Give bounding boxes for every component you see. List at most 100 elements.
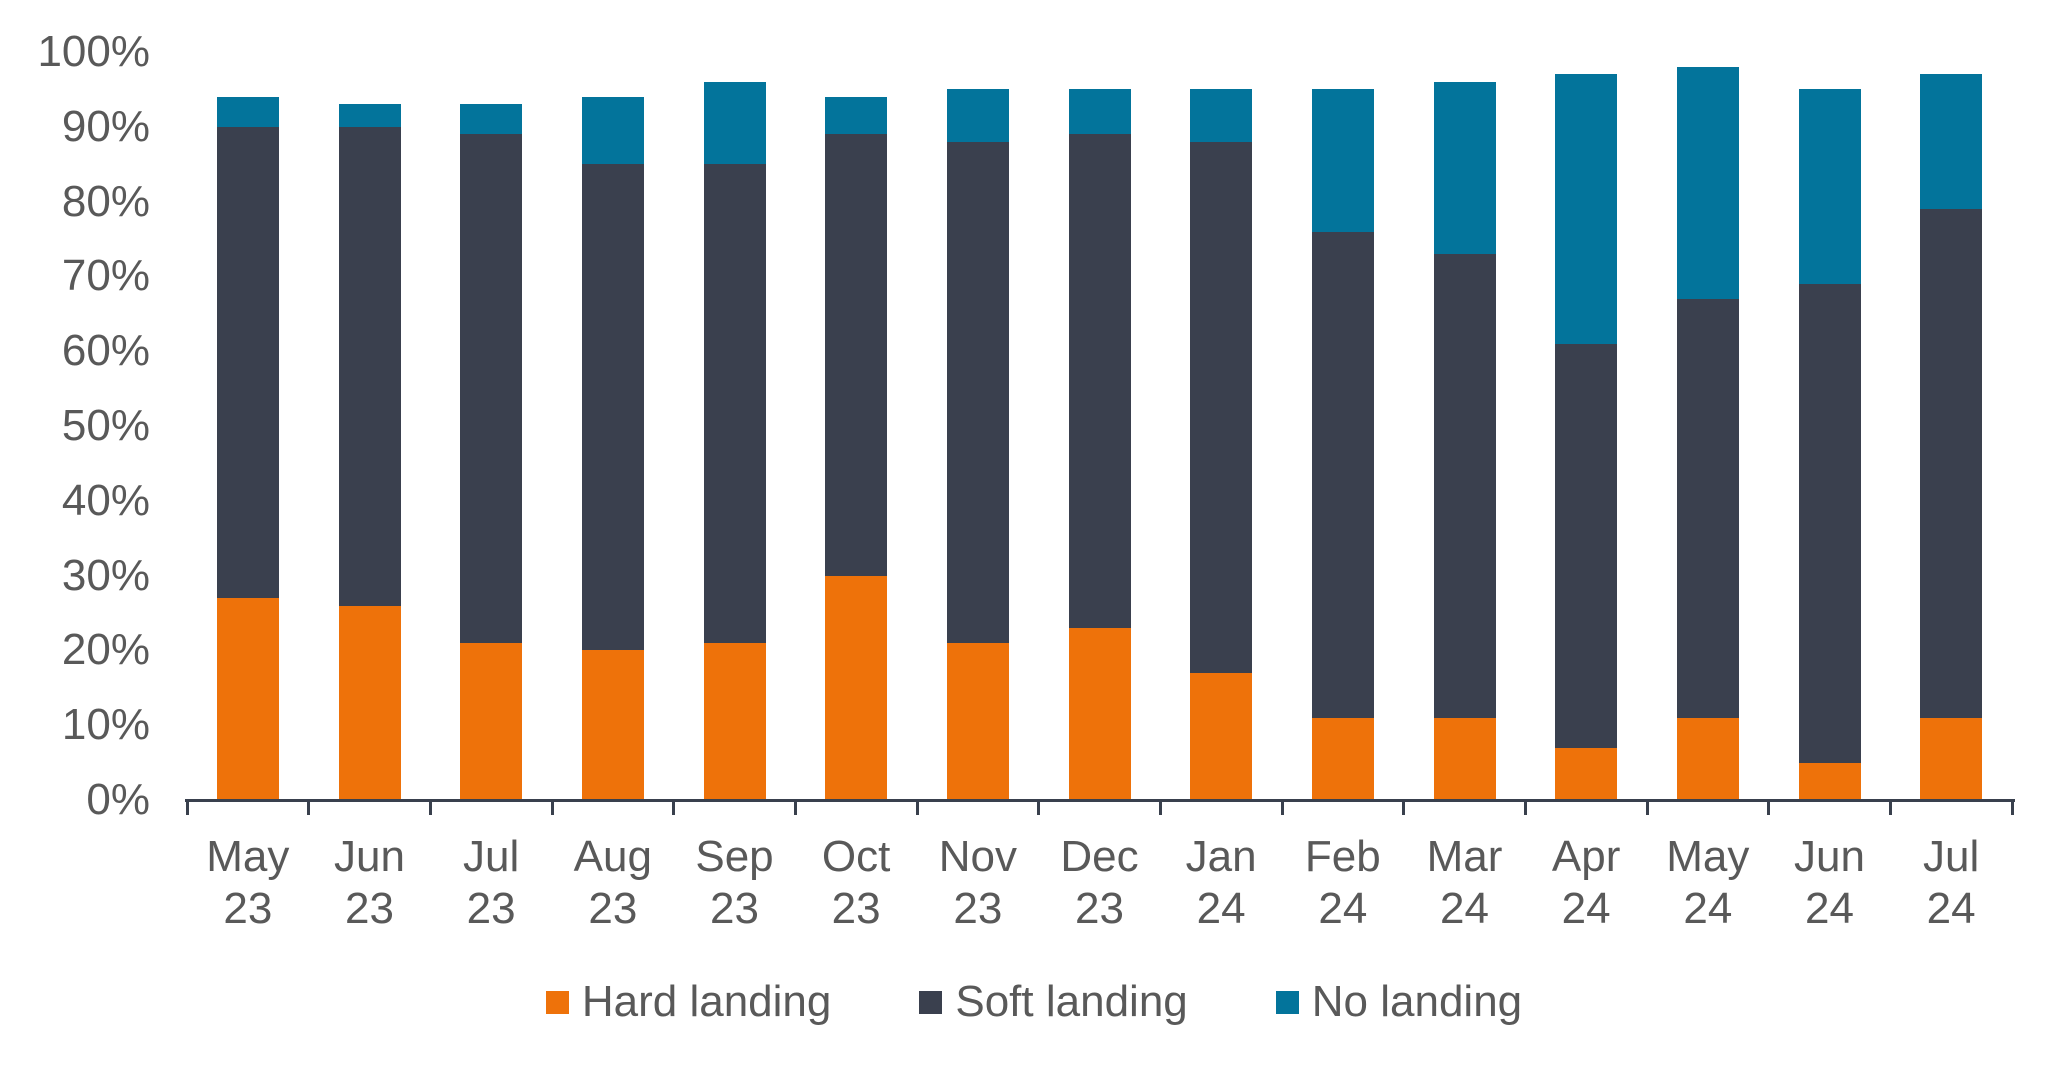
x-axis-label-line: Jul	[463, 832, 520, 881]
bar-nov-23	[946, 89, 1009, 800]
x-axis-label-jun-23: Jun 23	[290, 831, 450, 935]
bar-segment-soft-landing-may-24	[1676, 298, 1739, 718]
x-axis-tick	[550, 800, 554, 815]
x-axis-tick	[307, 800, 311, 815]
bar-segment-hard-landing-jul-24	[1920, 717, 1983, 800]
x-axis-label-mar-24: Mar 24	[1385, 831, 1545, 935]
bar-segment-no-landing-jul-24	[1920, 74, 1983, 210]
bar-jul-23	[460, 104, 523, 800]
bar-segment-soft-landing-dec-23	[1068, 134, 1131, 628]
bar-segment-soft-landing-apr-24	[1555, 343, 1618, 748]
bar-segment-soft-landing-jul-24	[1920, 209, 1983, 718]
x-axis-label-line: Nov	[938, 832, 1017, 881]
bar-segment-soft-landing-jun-23	[338, 126, 401, 606]
x-axis-label-line: May	[206, 832, 290, 881]
bar-jan-24	[1190, 89, 1253, 800]
y-axis-label-30-: 30%	[61, 550, 150, 600]
x-axis-label-line: Sep	[695, 832, 774, 881]
x-axis-tick	[1037, 800, 1041, 815]
bar-segment-hard-landing-jun-23	[338, 605, 401, 800]
x-axis-label-dec-23: Dec 23	[1020, 831, 1180, 935]
x-axis-label-line: Feb	[1304, 832, 1381, 881]
bar-segment-no-landing-aug-23	[581, 96, 644, 165]
x-axis-tick	[1402, 800, 1406, 815]
x-axis-tick	[1280, 800, 1284, 815]
x-axis-tick	[1888, 800, 1892, 815]
bar-segment-hard-landing-aug-23	[581, 650, 644, 800]
x-axis-label-line: Jun	[334, 832, 405, 881]
x-axis-label-line: Oct	[821, 832, 891, 881]
bar-may-24	[1676, 66, 1739, 800]
legend-item-hard-landing: Hard landing	[545, 977, 832, 1026]
bar-segment-no-landing-jul-23	[460, 104, 523, 135]
x-axis-label-line: Jan	[1185, 832, 1257, 881]
bar-segment-no-landing-jun-23	[338, 104, 401, 127]
bar-apr-24	[1555, 74, 1618, 800]
x-axis-label-line: 23	[1075, 884, 1124, 933]
legend-item-soft-landing: Soft landing	[919, 978, 1188, 1026]
bar-segment-soft-landing-jan-24	[1190, 141, 1253, 673]
y-axis-label-40-: 40%	[61, 475, 150, 525]
x-axis-label-may-24: May 24	[1628, 831, 1788, 935]
x-axis-label-line: May	[1666, 832, 1750, 881]
legend-item-no-landing: No landing	[1275, 977, 1523, 1026]
y-axis-label-100-: 100%	[37, 27, 150, 76]
x-axis-label-line: Mar	[1426, 832, 1503, 881]
legend-label-no-landing: No landing	[1311, 977, 1523, 1026]
y-axis-label-0-: 0%	[86, 775, 150, 824]
legend-label-hard-landing: Hard landing	[581, 977, 832, 1026]
x-axis-label-line: Apr	[1551, 832, 1621, 881]
legend-swatch-soft-landing	[919, 990, 943, 1014]
bar-segment-hard-landing-mar-24	[1433, 717, 1496, 800]
x-axis-label-line: 24	[1561, 884, 1611, 933]
bar-may-23	[216, 96, 279, 800]
bar-segment-soft-landing-jul-23	[460, 134, 523, 643]
bar-feb-24	[1311, 89, 1374, 800]
bar-segment-no-landing-may-24	[1676, 66, 1739, 299]
x-axis-label-jul-24: Jul 24	[1871, 831, 2031, 935]
bar-segment-soft-landing-jun-24	[1798, 283, 1861, 763]
bar-segment-soft-landing-mar-24	[1433, 253, 1496, 718]
x-axis-label-line: 23	[345, 884, 394, 933]
x-axis-label-line: 24	[1196, 884, 1246, 933]
bar-segment-soft-landing-may-23	[216, 126, 279, 599]
bar-segment-no-landing-apr-24	[1555, 74, 1618, 344]
legend: Hard landing Soft landing No landing	[0, 978, 2068, 1026]
bar-jun-24	[1798, 89, 1861, 800]
x-axis-tick	[1767, 800, 1771, 815]
x-axis-label-line: 24	[1683, 884, 1733, 933]
x-axis-label-line: 23	[588, 884, 638, 933]
x-axis-tick	[672, 800, 676, 815]
bar-segment-hard-landing-jul-23	[460, 642, 523, 800]
y-axis-label-70-: 70%	[61, 251, 150, 301]
bar-segment-no-landing-mar-24	[1433, 81, 1496, 254]
bar-segment-soft-landing-feb-24	[1311, 231, 1374, 718]
plot-area	[187, 52, 2012, 800]
x-axis-label-aug-23: Aug 23	[533, 831, 693, 935]
x-axis-label-line: Jun	[1794, 832, 1865, 881]
x-axis-label-line: 24	[1805, 884, 1854, 933]
x-axis-label-line: 23	[710, 884, 759, 933]
bar-segment-soft-landing-nov-23	[946, 141, 1009, 643]
bar-mar-24	[1433, 81, 1496, 800]
x-axis-tick	[428, 800, 432, 815]
x-axis-label-line: Jul	[1923, 832, 1980, 881]
x-axis-tick	[1645, 800, 1649, 815]
x-axis-label-line: 24	[1926, 884, 1976, 933]
bar-segment-hard-landing-sep-23	[703, 642, 766, 800]
x-axis-label-sep-23: Sep 23	[655, 831, 815, 935]
bar-segment-no-landing-jun-24	[1798, 89, 1861, 284]
x-axis-label-line: Aug	[573, 832, 652, 881]
x-axis-label-nov-23: Nov 23	[898, 831, 1058, 935]
y-axis-label-60-: 60%	[61, 326, 150, 376]
x-axis-tick	[185, 800, 189, 815]
bar-segment-no-landing-sep-23	[703, 81, 766, 165]
bar-segment-hard-landing-apr-24	[1555, 747, 1618, 800]
bar-segment-soft-landing-oct-23	[825, 134, 888, 576]
x-axis-label-line: Dec	[1060, 832, 1139, 881]
x-axis-label-oct-23: Oct 23	[776, 831, 936, 935]
bar-segment-hard-landing-nov-23	[946, 642, 1009, 800]
x-axis-tick	[1158, 800, 1162, 815]
bar-segment-hard-landing-dec-23	[1068, 627, 1131, 800]
